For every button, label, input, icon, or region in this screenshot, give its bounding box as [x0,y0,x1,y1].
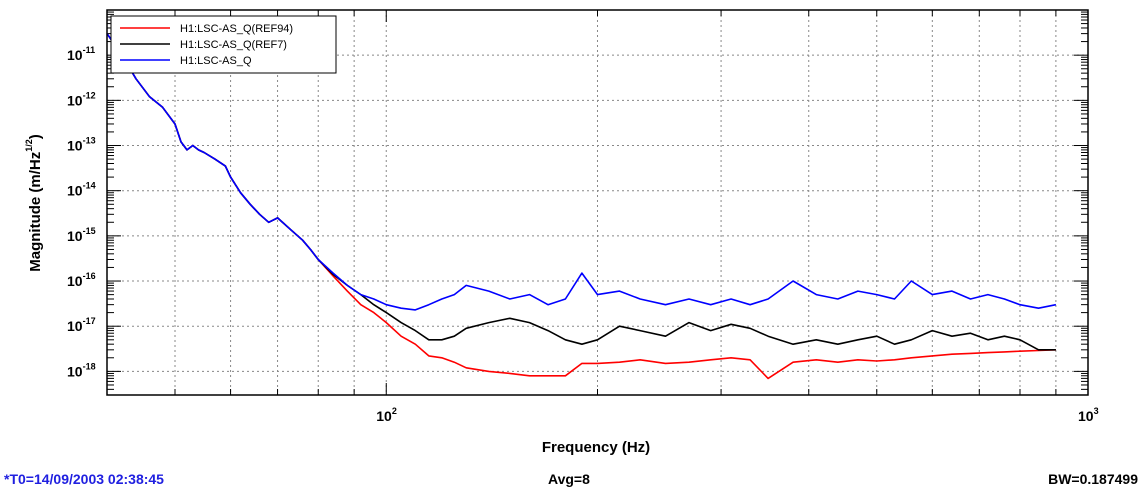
y-axis-label-main: Magnitude (m/Hz [27,152,44,272]
footer-averages: Avg=8 [548,471,590,487]
tick-labels: 10-11 10-12 10-13 10-14 10-15 10-16 10-17 10-18… [67,45,1099,424]
footer-t0-timestamp: *T0=14/09/2003 02:38:45 [4,471,164,487]
y-tick-label: 10-13 [67,136,96,154]
y-tick-label: 10-15 [67,226,96,244]
plot-frame [106,9,1089,396]
y-axis-label: Magnitude (m/Hz1/2) [24,134,44,272]
y-tick-label: 10-16 [67,271,96,289]
y-tick-label: 10-18 [67,361,96,379]
y-tick-label: 10-11 [67,45,95,63]
x-tick-label: 102 [376,406,397,424]
y-tick-label: 10-17 [67,316,96,334]
legend-label-2: H1:LSC-AS_Q [180,55,252,67]
footer-bandwidth: BW=0.187499 [1048,471,1138,487]
series-layer [106,33,1057,380]
magnitude-spectrum-chart: 10-11 10-12 10-13 10-14 10-15 10-16 10-17 10-18… [24,9,1099,456]
x-tick-label: 103 [1078,406,1099,424]
x-axis-label: Frequency (Hz) [542,439,650,456]
y-tick-label: 10-12 [67,90,96,108]
legend-label-0: H1:LSC-AS_Q(REF94) [180,23,293,35]
y-axis-label-close: ) [27,134,44,139]
legend: H1:LSC-AS_Q(REF94) H1:LSC-AS_Q(REF7) H1:LS… [110,15,337,74]
y-tick-label: 10-14 [67,181,96,199]
y-axis-label-exp: 1/2 [24,139,34,152]
series-line-2 [106,33,1057,311]
legend-label-1: H1:LSC-AS_Q(REF7) [180,39,287,51]
